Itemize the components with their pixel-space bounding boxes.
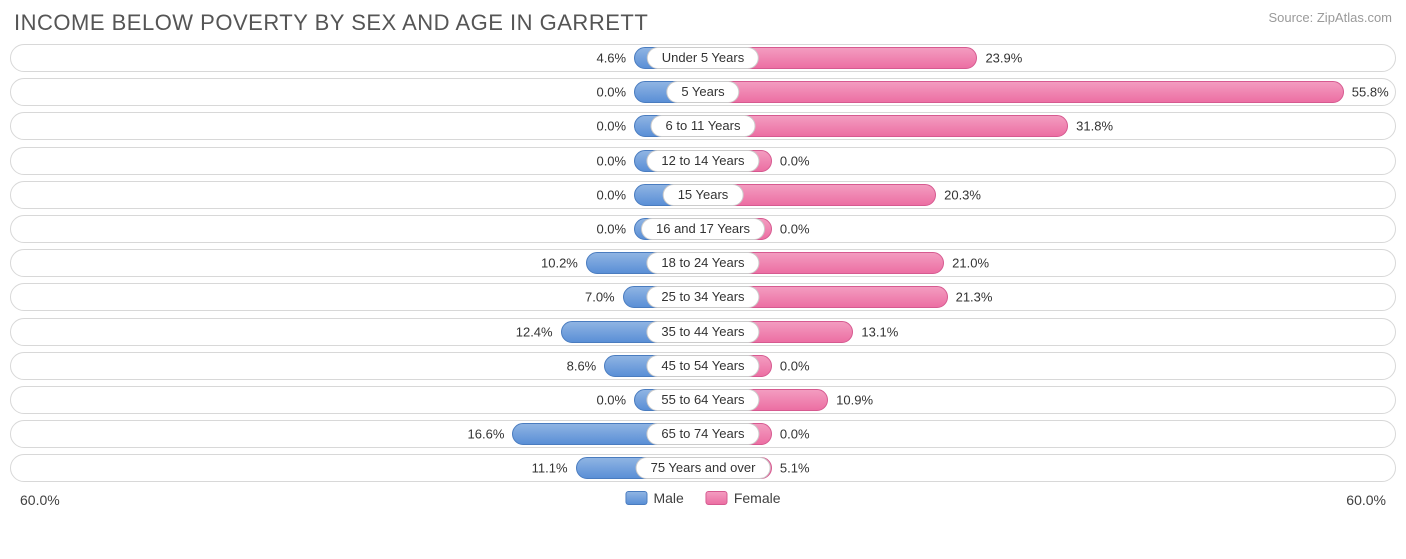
male-value-label: 8.6% bbox=[567, 358, 597, 373]
chart-row: 0.0% 20.3% 15 Years bbox=[10, 181, 1396, 209]
chart-title: INCOME BELOW POVERTY BY SEX AND AGE IN G… bbox=[14, 10, 648, 36]
male-value-label: 10.2% bbox=[541, 256, 578, 271]
female-value-label: 0.0% bbox=[780, 427, 810, 442]
chart-row: 0.0% 0.0% 16 and 17 Years bbox=[10, 215, 1396, 243]
chart-row: 0.0% 31.8% 6 to 11 Years bbox=[10, 112, 1396, 140]
female-bar bbox=[703, 81, 1344, 103]
category-label: 45 to 54 Years bbox=[646, 355, 759, 377]
female-value-label: 55.8% bbox=[1352, 85, 1389, 100]
female-value-label: 31.8% bbox=[1076, 119, 1113, 134]
chart-row: 7.0% 21.3% 25 to 34 Years bbox=[10, 283, 1396, 311]
category-label: 35 to 44 Years bbox=[646, 321, 759, 343]
male-swatch-icon bbox=[625, 491, 647, 505]
category-label: 15 Years bbox=[663, 184, 744, 206]
chart-row: 4.6% 23.9% Under 5 Years bbox=[10, 44, 1396, 72]
chart-row: 0.0% 55.8% 5 Years bbox=[10, 78, 1396, 106]
category-label: 16 and 17 Years bbox=[641, 218, 765, 240]
female-swatch-icon bbox=[706, 491, 728, 505]
female-value-label: 5.1% bbox=[780, 461, 810, 476]
legend-male-label: Male bbox=[653, 490, 683, 506]
female-value-label: 10.9% bbox=[836, 392, 873, 407]
category-label: 75 Years and over bbox=[636, 457, 771, 479]
chart-header: INCOME BELOW POVERTY BY SEX AND AGE IN G… bbox=[8, 10, 1398, 44]
chart-row: 8.6% 0.0% 45 to 54 Years bbox=[10, 352, 1396, 380]
category-label: Under 5 Years bbox=[647, 47, 759, 69]
legend-male: Male bbox=[625, 490, 683, 506]
axis-max-right: 60.0% bbox=[1346, 492, 1386, 508]
chart-row: 0.0% 0.0% 12 to 14 Years bbox=[10, 147, 1396, 175]
category-label: 18 to 24 Years bbox=[646, 252, 759, 274]
poverty-by-sex-age-chart: INCOME BELOW POVERTY BY SEX AND AGE IN G… bbox=[0, 0, 1406, 559]
category-label: 25 to 34 Years bbox=[646, 286, 759, 308]
male-value-label: 0.0% bbox=[596, 392, 626, 407]
female-value-label: 21.3% bbox=[956, 290, 993, 305]
male-value-label: 7.0% bbox=[585, 290, 615, 305]
chart-footer: 60.0% Male Female 60.0% bbox=[8, 488, 1398, 518]
category-label: 55 to 64 Years bbox=[646, 389, 759, 411]
female-value-label: 23.9% bbox=[985, 51, 1022, 66]
chart-rows: 4.6%23.9%Under 5 Years0.0%55.8%5 Years0.… bbox=[8, 44, 1398, 482]
female-value-label: 0.0% bbox=[780, 358, 810, 373]
male-value-label: 16.6% bbox=[468, 427, 505, 442]
chart-row: 0.0% 10.9% 55 to 64 Years bbox=[10, 386, 1396, 414]
male-value-label: 0.0% bbox=[596, 153, 626, 168]
female-value-label: 0.0% bbox=[780, 153, 810, 168]
male-value-label: 0.0% bbox=[596, 119, 626, 134]
chart-row: 16.6% 0.0% 65 to 74 Years bbox=[10, 420, 1396, 448]
chart-source: Source: ZipAtlas.com bbox=[1268, 10, 1392, 25]
category-label: 6 to 11 Years bbox=[651, 115, 756, 137]
male-value-label: 11.1% bbox=[532, 461, 568, 476]
category-label: 65 to 74 Years bbox=[646, 423, 759, 445]
female-value-label: 0.0% bbox=[780, 221, 810, 236]
chart-row: 11.1% 5.1% 75 Years and over bbox=[10, 454, 1396, 482]
legend-female: Female bbox=[706, 490, 781, 506]
male-value-label: 0.0% bbox=[596, 187, 626, 202]
female-value-label: 21.0% bbox=[952, 256, 989, 271]
female-bar bbox=[703, 115, 1068, 137]
legend: Male Female bbox=[625, 490, 780, 506]
legend-female-label: Female bbox=[734, 490, 781, 506]
category-label: 12 to 14 Years bbox=[646, 150, 759, 172]
female-value-label: 13.1% bbox=[861, 324, 898, 339]
male-value-label: 12.4% bbox=[516, 324, 553, 339]
male-value-label: 0.0% bbox=[596, 85, 626, 100]
chart-row: 12.4% 13.1% 35 to 44 Years bbox=[10, 318, 1396, 346]
axis-max-left: 60.0% bbox=[20, 492, 60, 508]
chart-row: 10.2% 21.0% 18 to 24 Years bbox=[10, 249, 1396, 277]
female-value-label: 20.3% bbox=[944, 187, 981, 202]
male-value-label: 4.6% bbox=[596, 51, 626, 66]
category-label: 5 Years bbox=[666, 81, 739, 103]
male-value-label: 0.0% bbox=[596, 221, 626, 236]
